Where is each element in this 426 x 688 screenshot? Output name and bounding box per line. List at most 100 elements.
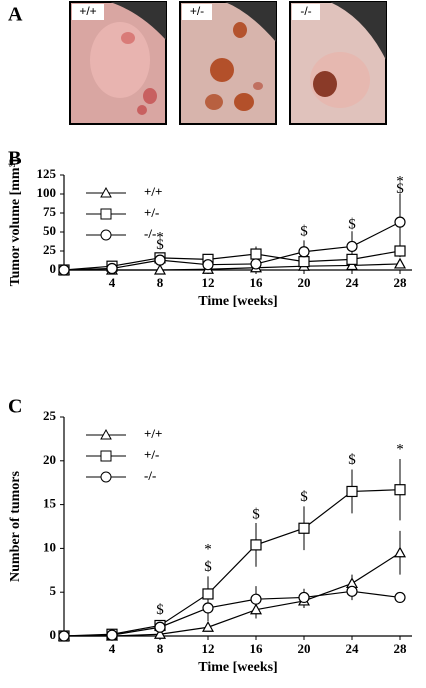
- marker: [202, 588, 214, 600]
- series-line: [63, 489, 401, 637]
- y-tick-label: 0: [50, 261, 57, 276]
- series-line: [63, 250, 401, 271]
- series-line: [63, 590, 401, 637]
- y-tick-label: 25: [43, 408, 57, 423]
- y-tick-label: 50: [43, 223, 56, 238]
- x-tick-label: 24: [346, 275, 360, 290]
- x-tick-label: 24: [346, 641, 360, 656]
- marker: [298, 246, 310, 258]
- y-axis-title: Number of tumors: [8, 470, 23, 582]
- legend-label: +/-: [144, 205, 159, 220]
- marker: [58, 264, 70, 276]
- y-tick-label: 5: [50, 583, 57, 598]
- marker: [298, 591, 310, 604]
- y-tick-label: 0: [50, 627, 57, 642]
- annotation: $: [156, 602, 164, 618]
- x-tick-label: 28: [394, 641, 408, 656]
- legend-label: -/-: [144, 226, 156, 241]
- y-axis-title: Tumor volume [mm³]: [8, 159, 23, 287]
- photo: -/-: [289, 1, 387, 125]
- x-tick-label: 16: [250, 275, 264, 290]
- marker: [394, 245, 406, 257]
- x-tick-label: 20: [298, 641, 311, 656]
- y-tick-label: 15: [43, 496, 57, 511]
- x-tick-label: 12: [202, 275, 215, 290]
- legend-marker: [100, 229, 112, 241]
- marker: [154, 254, 166, 266]
- y-tick-label: 10: [43, 539, 56, 554]
- legend-label: -/-: [144, 468, 156, 483]
- legend-marker: [100, 450, 112, 462]
- marker: [106, 262, 118, 275]
- y-tick-label: 75: [43, 204, 57, 219]
- series-line: [64, 263, 401, 271]
- marker: [202, 259, 214, 271]
- y-tick-label: 20: [43, 452, 56, 467]
- marker: [346, 585, 358, 597]
- marker: [250, 248, 262, 260]
- marker: [250, 593, 262, 605]
- x-tick-label: 16: [250, 641, 264, 656]
- marker: [202, 602, 214, 614]
- marker: [58, 630, 70, 642]
- marker: [298, 256, 310, 268]
- x-tick-label: 4: [109, 641, 116, 656]
- photo-label: +/+: [79, 4, 96, 18]
- marker: [153, 628, 167, 639]
- annotation: *: [156, 230, 164, 246]
- annotation: $: [204, 559, 212, 575]
- x-tick-label: 20: [298, 275, 311, 290]
- marker: [250, 539, 262, 551]
- panel-label: A: [8, 4, 23, 26]
- marker: [249, 603, 263, 615]
- marker: [250, 258, 262, 270]
- annotation: $: [300, 489, 308, 505]
- annotation: *: [204, 542, 212, 558]
- annotation: *: [396, 442, 404, 458]
- marker: [346, 485, 358, 498]
- annotation: $: [156, 237, 164, 253]
- legend-label: +/+: [144, 184, 162, 199]
- annotation: *: [396, 173, 404, 189]
- legend-label: +/+: [144, 426, 162, 441]
- marker: [106, 629, 118, 641]
- annotation: $: [348, 452, 356, 468]
- photo-label: -/-: [300, 4, 311, 18]
- x-tick-label: 12: [202, 641, 215, 656]
- y-tick-label: 100: [37, 185, 57, 200]
- series-line: [63, 221, 401, 271]
- series-line: [64, 552, 401, 637]
- marker: [394, 484, 406, 496]
- annotation: $: [396, 181, 404, 197]
- marker: [154, 621, 166, 633]
- legend-label: +/-: [144, 447, 159, 462]
- photo-label: +/-: [190, 4, 204, 18]
- x-tick-label: 4: [109, 275, 116, 290]
- x-axis-title: Time [weeks]: [198, 660, 277, 675]
- legend-marker: [100, 471, 112, 483]
- annotation: $: [300, 223, 308, 239]
- photo: +/-: [179, 1, 277, 125]
- y-tick-label: 25: [43, 242, 57, 257]
- x-tick-label: 28: [394, 275, 408, 290]
- marker: [394, 216, 406, 228]
- photo: +/+: [69, 1, 167, 125]
- marker: [394, 591, 406, 604]
- marker: [346, 253, 358, 265]
- x-axis-title: Time [weeks]: [198, 294, 277, 309]
- legend-marker: [100, 186, 112, 198]
- x-tick-label: 8: [157, 275, 164, 290]
- x-tick-label: 8: [157, 641, 164, 656]
- annotation: $: [252, 507, 260, 523]
- marker: [201, 621, 215, 632]
- marker: [346, 240, 358, 253]
- legend-marker: [100, 428, 112, 440]
- marker: [153, 263, 167, 275]
- panel-label: C: [8, 396, 22, 418]
- annotation: $: [348, 217, 356, 233]
- marker: [393, 546, 407, 558]
- marker: [298, 522, 310, 534]
- legend-marker: [100, 208, 112, 220]
- panel-label: B: [8, 148, 21, 170]
